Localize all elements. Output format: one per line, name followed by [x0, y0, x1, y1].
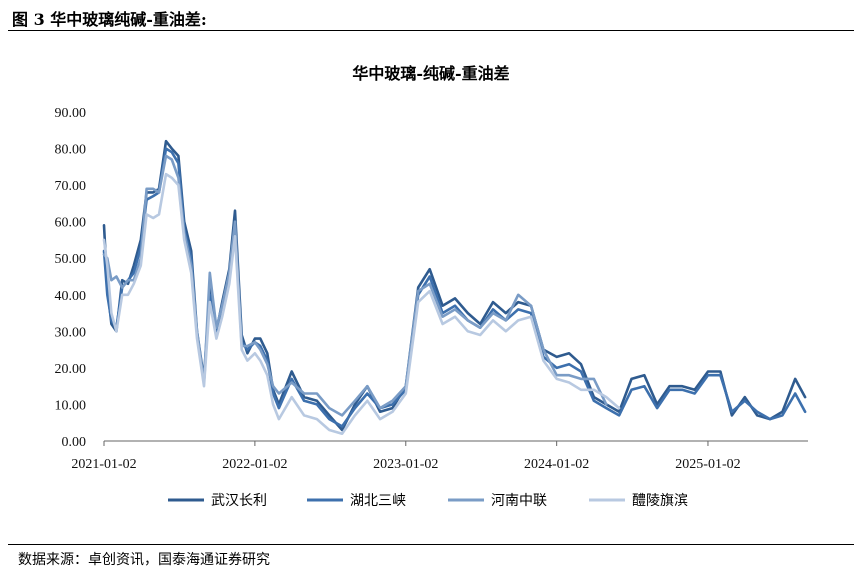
series-lines [102, 139, 807, 436]
figure-title: 图 3 华中玻璃纯碱-重油差: [12, 10, 207, 29]
legend-label: 武汉长利 [211, 493, 267, 509]
y-tick-label: 10.00 [55, 398, 87, 413]
x-tick-label: 2022-01-02 [222, 457, 287, 472]
legend: 武汉长利 湖北三峡 河南中联 醴陵旗滨 [168, 493, 688, 509]
x-tick-label: 2024-01-02 [524, 457, 589, 472]
y-tick-label: 80.00 [55, 143, 87, 158]
series-line-3 [102, 154, 608, 417]
series-line-2 [102, 147, 807, 428]
series-line-4 [102, 172, 621, 436]
y-tick-label: 40.00 [55, 289, 87, 304]
x-tick-label: 2025-01-02 [675, 457, 740, 472]
y-tick-label: 70.00 [55, 179, 87, 194]
top-rule [8, 30, 854, 31]
legend-label: 湖北三峡 [350, 493, 406, 509]
y-tick-label: 90.00 [55, 106, 87, 121]
y-tick-label: 20.00 [55, 362, 87, 377]
chart-title: 华中玻璃-纯碱-重油差 [352, 64, 509, 83]
x-axis-ticks: 2021-01-02 2022-01-02 2023-01-02 2024-01-02… [71, 441, 741, 472]
legend-label: 醴陵旗滨 [632, 493, 688, 509]
y-tick-label: 30.00 [55, 325, 87, 340]
bottom-rule [8, 544, 854, 545]
data-source-note: 数据来源：卓创资讯，国泰海通证券研究 [18, 552, 270, 568]
y-axis-ticks: 0.00 10.00 20.00 30.00 40.00 50.00 60.00 70.00 8… [55, 106, 87, 450]
y-tick-label: 60.00 [55, 216, 87, 231]
x-tick-label: 2021-01-02 [71, 457, 136, 472]
y-tick-label: 0.00 [62, 435, 87, 450]
legend-label: 河南中联 [491, 493, 547, 509]
x-tick-label: 2023-01-02 [373, 457, 438, 472]
y-tick-label: 50.00 [55, 252, 87, 267]
